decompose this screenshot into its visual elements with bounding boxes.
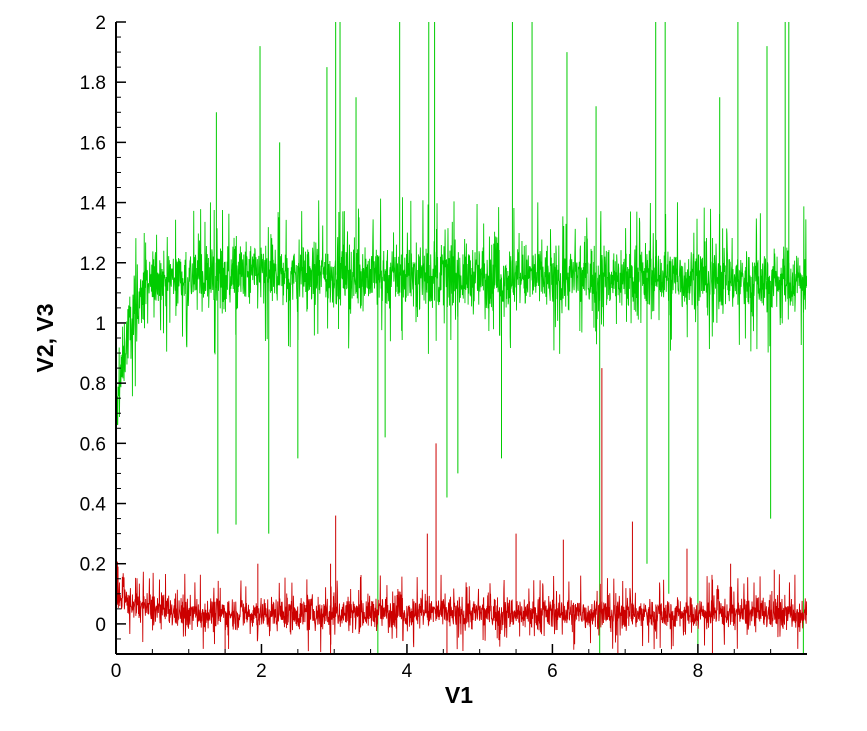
series-layer (116, 22, 807, 654)
x-tick-label: 0 (111, 661, 122, 682)
x-tick-label: 2 (256, 661, 267, 682)
series-0-line (116, 197, 807, 426)
series-1 (116, 368, 807, 654)
y-tick-label: 0.6 (80, 434, 106, 455)
x-tick-label: 8 (693, 661, 704, 682)
x-tick-label: 6 (547, 661, 558, 682)
y-tick-label: 0 (95, 615, 106, 636)
x-tick-label: 4 (402, 661, 413, 682)
y-tick-label: 1.2 (80, 254, 106, 275)
y-tick-label: 1.8 (80, 73, 106, 94)
series-0 (116, 22, 807, 654)
y-tick-label: 1 (95, 314, 106, 335)
y-tick-label: 1.4 (80, 194, 107, 215)
y-tick-label: 0.2 (80, 555, 106, 576)
series-1-line (116, 561, 807, 653)
y-tick-label: 0.8 (80, 374, 106, 395)
y-tick-label: 2 (95, 13, 106, 34)
ticks-layer: 0 2 4 6 8 0 0.2 0.4 0.6 0.8 1 1.2 1.4 1.6 1.8 2 (80, 13, 772, 682)
y-tick-label: 0.4 (80, 495, 107, 516)
y-axis-title: V2, V3 (32, 303, 58, 372)
x-axis-title: V1 (445, 682, 473, 708)
y-tick-label: 1.6 (80, 133, 106, 154)
